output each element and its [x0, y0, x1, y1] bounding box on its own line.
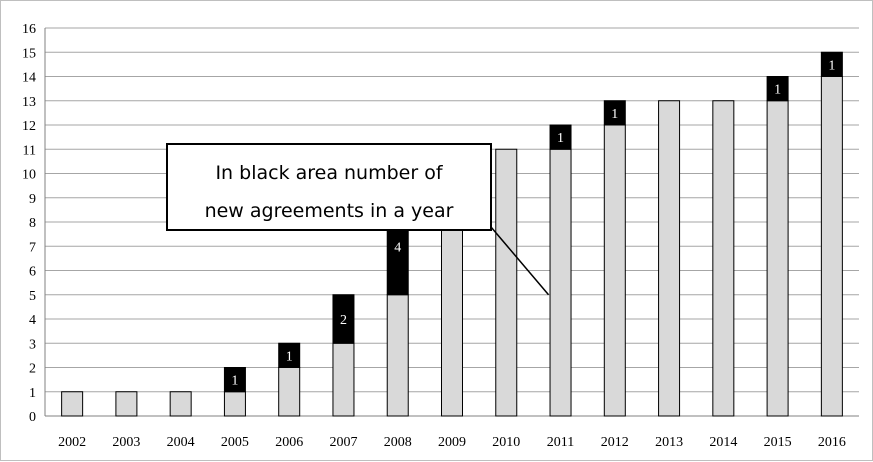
bar-base: [169, 391, 192, 417]
data-label: 2: [340, 313, 347, 328]
data-label: 1: [774, 83, 781, 98]
callout-pointer-line: [490, 226, 550, 296]
bar-new: [766, 76, 789, 102]
data-label: 1: [286, 349, 293, 364]
x-tick-label: 2004: [167, 435, 195, 450]
x-tick-label: 2015: [764, 435, 792, 450]
bar-base: [332, 342, 355, 417]
bar-base: [495, 148, 518, 417]
y-tick-label: 6: [29, 265, 36, 280]
y-tick-label: 15: [22, 46, 36, 61]
y-tick-label: 1: [29, 386, 36, 401]
bar-base: [658, 100, 681, 417]
callout-line-1: In black area number of: [215, 162, 443, 184]
callout-annotation: In black area number of new agreements i…: [166, 143, 550, 296]
y-tick-label: 16: [22, 22, 36, 37]
bar-base: [603, 124, 626, 417]
y-tick-label: 3: [29, 337, 36, 352]
callout-line-2: new agreements in a year: [205, 200, 454, 222]
x-tick-label: 2014: [709, 435, 737, 450]
x-tick-label: 2013: [655, 435, 683, 450]
bar-base: [820, 76, 843, 417]
bar-base: [115, 391, 138, 417]
y-tick-label: 7: [29, 240, 36, 255]
y-tick-label: 9: [29, 192, 36, 207]
bar-new: [603, 100, 626, 126]
bar-base: [766, 100, 789, 417]
bar-new: [278, 342, 301, 368]
bar-base: [278, 367, 301, 417]
bar-new: [549, 124, 572, 150]
x-tick-label: 2002: [58, 435, 86, 450]
y-tick-label: 8: [29, 216, 36, 231]
x-tick-label: 2010: [492, 435, 520, 450]
x-tick-label: 2011: [547, 435, 574, 450]
y-tick-label: 5: [29, 289, 36, 304]
bar-new: [223, 367, 246, 393]
y-tick-label: 13: [22, 95, 36, 110]
x-tick-label: 2006: [275, 435, 303, 450]
data-label: 1: [828, 58, 835, 73]
y-tick-label: 14: [22, 71, 36, 86]
x-tick-label: 2007: [329, 435, 357, 450]
bar-base: [712, 100, 735, 417]
data-label: 4: [394, 240, 401, 255]
x-tick-label: 2005: [221, 435, 249, 450]
y-tick-label: 0: [29, 410, 36, 425]
x-tick-label: 2008: [384, 435, 412, 450]
bar-new: [820, 51, 843, 77]
data-label: 1: [557, 131, 564, 146]
y-tick-label: 2: [29, 362, 36, 377]
bars: 1 1 2 4 1 1 1 1: [61, 51, 843, 417]
callout-box: [166, 143, 492, 231]
bar-base: [223, 391, 246, 417]
bar-base: [441, 221, 463, 417]
y-tick-label: 11: [23, 143, 36, 158]
x-tick-label: 2012: [601, 435, 629, 450]
x-tick-label: 2009: [438, 435, 466, 450]
y-tick-label: 12: [22, 119, 36, 134]
bar-base: [61, 391, 84, 417]
data-label: 1: [231, 374, 238, 389]
y-tick-label: 10: [22, 168, 36, 183]
x-tick-label: 2016: [818, 435, 846, 450]
bar-base: [549, 148, 572, 417]
y-tick-label: 4: [29, 313, 36, 328]
x-tick-label: 2003: [112, 435, 140, 450]
data-label: 1: [611, 107, 618, 122]
bar-new: [332, 294, 355, 344]
bar-base: [386, 294, 409, 417]
